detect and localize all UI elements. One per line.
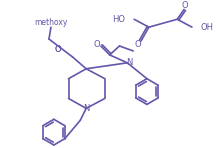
Text: N: N — [126, 58, 132, 67]
Text: O: O — [54, 45, 61, 54]
Text: methoxy: methoxy — [34, 18, 68, 27]
Text: OH: OH — [201, 23, 214, 32]
Text: O: O — [182, 1, 188, 10]
Text: O: O — [54, 45, 61, 54]
Text: O: O — [94, 41, 100, 49]
Text: HO: HO — [112, 15, 125, 24]
Text: O: O — [135, 41, 141, 49]
Text: N: N — [83, 104, 89, 113]
